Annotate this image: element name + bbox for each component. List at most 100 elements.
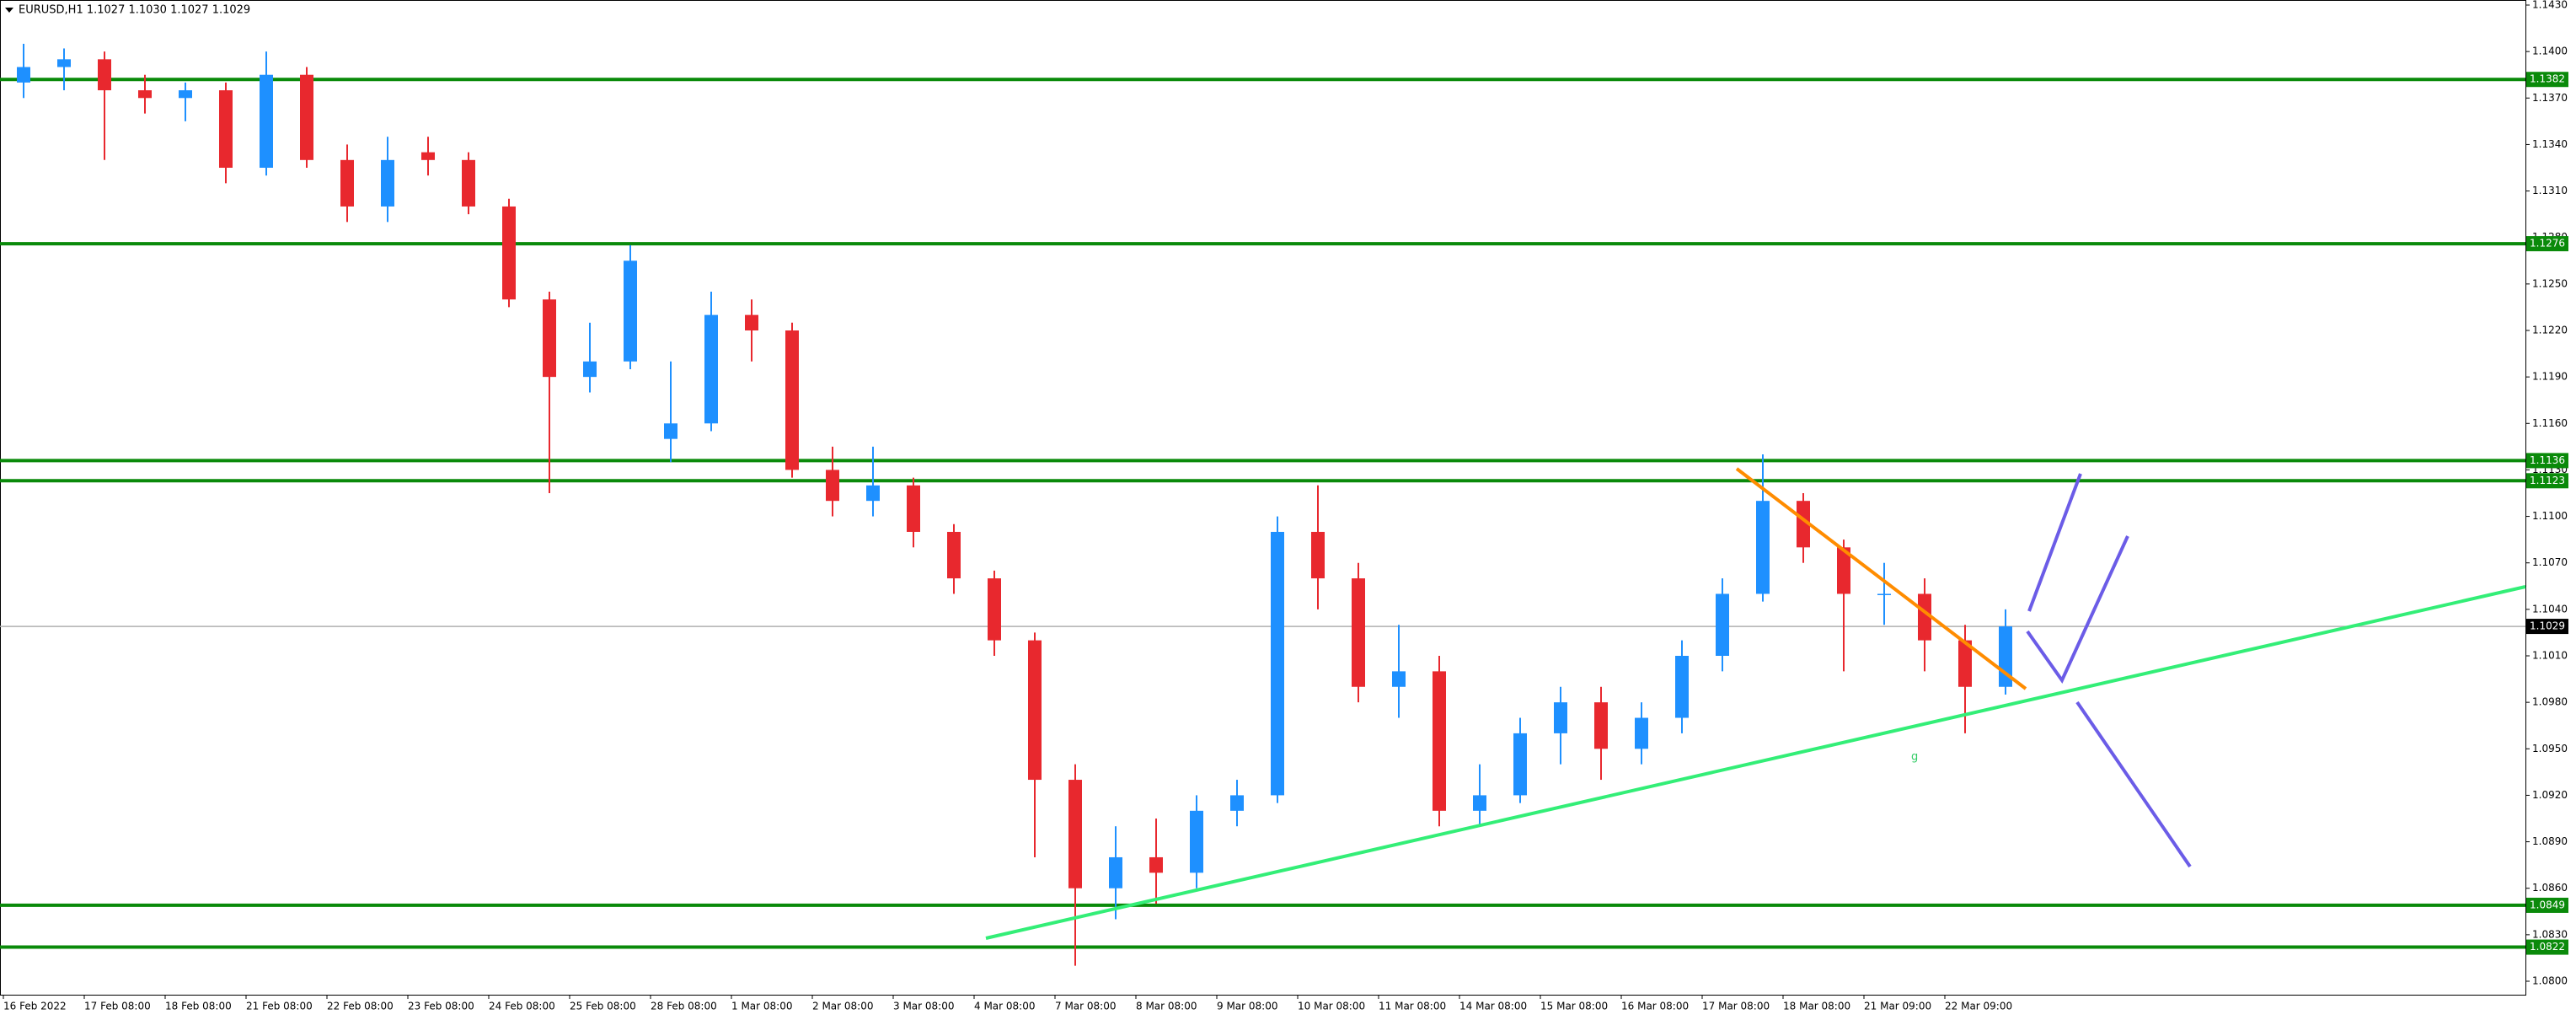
marks bbox=[0, 43, 2525, 966]
level-tag-label: 1.0822 bbox=[2530, 941, 2565, 953]
trend-line bbox=[1735, 467, 2027, 690]
y-tick-label: 1.1190 bbox=[2532, 371, 2568, 383]
x-tick-label: 28 Feb 08:00 bbox=[651, 1001, 717, 1012]
candle-body bbox=[664, 423, 677, 439]
annotation: g bbox=[1911, 751, 1918, 764]
candle-body bbox=[17, 67, 30, 83]
x-tick-label: 16 Mar 08:00 bbox=[1621, 1001, 1689, 1012]
y-tick-label: 1.1250 bbox=[2532, 277, 2568, 289]
y-tick-label: 1.1430 bbox=[2532, 0, 2568, 11]
candle-body bbox=[98, 59, 111, 91]
projection bbox=[2027, 473, 2082, 612]
projection bbox=[2026, 535, 2129, 684]
candle-body bbox=[1068, 780, 1082, 888]
chart-title: EURUSD,H1 1.1027 1.1030 1.1027 1.1029 bbox=[19, 4, 250, 17]
level-tag-label: 1.1136 bbox=[2530, 454, 2565, 466]
y-tick-label: 1.0980 bbox=[2532, 696, 2568, 708]
x-tick-label: 22 Mar 09:00 bbox=[1945, 1001, 2012, 1012]
candle-body bbox=[1473, 795, 1486, 811]
x-tick-label: 17 Mar 08:00 bbox=[1702, 1001, 1770, 1012]
candle-body bbox=[1716, 593, 1729, 656]
y-tick-label: 1.0920 bbox=[2532, 789, 2568, 801]
candle-body bbox=[1837, 547, 1850, 594]
x-tick-label: 22 Feb 08:00 bbox=[327, 1001, 394, 1012]
y-tick-label: 1.1370 bbox=[2532, 92, 2568, 104]
x-tick-label: 16 Feb 2022 bbox=[3, 1001, 67, 1012]
current-price-label: 1.1029 bbox=[2530, 620, 2565, 632]
x-tick-label: 14 Mar 08:00 bbox=[1459, 1001, 1527, 1012]
x-tick-label: 21 Feb 08:00 bbox=[246, 1001, 313, 1012]
candle-body bbox=[785, 330, 799, 470]
y-tick-label: 1.1340 bbox=[2532, 138, 2568, 150]
candle-body bbox=[300, 74, 313, 160]
candle-body bbox=[543, 299, 556, 378]
y-tick-label: 1.0860 bbox=[2532, 882, 2568, 894]
x-tick-label: 8 Mar 08:00 bbox=[1136, 1001, 1197, 1012]
candle-body bbox=[907, 485, 920, 532]
x-tick-label: 9 Mar 08:00 bbox=[1217, 1001, 1278, 1012]
candle-body bbox=[1028, 640, 1042, 781]
candle-body bbox=[1756, 501, 1770, 594]
level-tag bbox=[2526, 939, 2568, 955]
y-tick-label: 1.1040 bbox=[2532, 603, 2568, 615]
x-tick-label: 2 Mar 08:00 bbox=[812, 1001, 874, 1012]
y-tick-label: 1.0800 bbox=[2532, 975, 2568, 987]
trend-line bbox=[985, 585, 2526, 940]
level-tag bbox=[2526, 72, 2568, 88]
candle-body bbox=[381, 159, 394, 207]
x-tick-label: 21 Mar 09:00 bbox=[1864, 1001, 1931, 1012]
candle-body bbox=[1311, 531, 1325, 579]
level-tag bbox=[2526, 236, 2568, 252]
candle-body bbox=[1554, 702, 1567, 733]
y-tick-label: 1.1010 bbox=[2532, 650, 2568, 662]
x-tick-label: 4 Mar 08:00 bbox=[974, 1001, 1036, 1012]
menu-arrow[interactable] bbox=[5, 8, 13, 13]
candle-body bbox=[704, 314, 718, 424]
candle-body bbox=[219, 90, 233, 168]
level-tag bbox=[2526, 453, 2568, 469]
candle-body bbox=[583, 361, 597, 378]
x-tick-label: 11 Mar 08:00 bbox=[1379, 1001, 1446, 1012]
x-tick-label: 10 Mar 08:00 bbox=[1298, 1001, 1365, 1012]
y-tick-label: 1.1220 bbox=[2532, 325, 2568, 336]
candle-body bbox=[745, 314, 758, 330]
candle-body bbox=[1433, 671, 1446, 811]
candle-body bbox=[462, 159, 475, 207]
candle-body bbox=[138, 90, 152, 99]
current-price-tag bbox=[2526, 619, 2568, 635]
candle-body bbox=[988, 578, 1001, 641]
candle-body bbox=[1877, 593, 1891, 595]
x-tick-label: 17 Feb 08:00 bbox=[84, 1001, 151, 1012]
y-tick-label: 1.1310 bbox=[2532, 185, 2568, 196]
projection bbox=[2075, 701, 2192, 868]
y-tick-label: 1.0890 bbox=[2532, 835, 2568, 847]
candle-body bbox=[340, 159, 354, 207]
candle-body bbox=[1392, 671, 1406, 687]
y-tick-label: 1.1400 bbox=[2532, 46, 2568, 57]
candle-body bbox=[1594, 702, 1608, 749]
level-tag bbox=[2526, 473, 2568, 489]
level-tag-label: 1.1123 bbox=[2530, 475, 2565, 486]
candle-body bbox=[260, 74, 273, 168]
candle-body bbox=[947, 531, 961, 579]
x-tick-label: 7 Mar 08:00 bbox=[1055, 1001, 1117, 1012]
candle-body bbox=[1230, 795, 1244, 811]
candle-body bbox=[1352, 578, 1365, 687]
y-tick-label: 1.1100 bbox=[2532, 510, 2568, 522]
level-tag-label: 1.1382 bbox=[2530, 73, 2565, 85]
candle-body bbox=[624, 260, 637, 362]
candle-body bbox=[1635, 717, 1648, 749]
plot-frame bbox=[0, 0, 2526, 996]
candle-body bbox=[1675, 656, 1689, 718]
candle-body bbox=[502, 206, 516, 300]
y-tick-label: 1.0950 bbox=[2532, 743, 2568, 754]
candle-body bbox=[1513, 733, 1527, 796]
x-tick-label: 25 Feb 08:00 bbox=[570, 1001, 636, 1012]
candle-body bbox=[1149, 856, 1163, 873]
candle-body bbox=[57, 59, 71, 67]
y-tick-label: 1.1070 bbox=[2532, 556, 2568, 568]
x-tick-label: 18 Mar 08:00 bbox=[1783, 1001, 1850, 1012]
candle-body bbox=[1958, 640, 1972, 687]
candle-body bbox=[1797, 501, 1810, 548]
